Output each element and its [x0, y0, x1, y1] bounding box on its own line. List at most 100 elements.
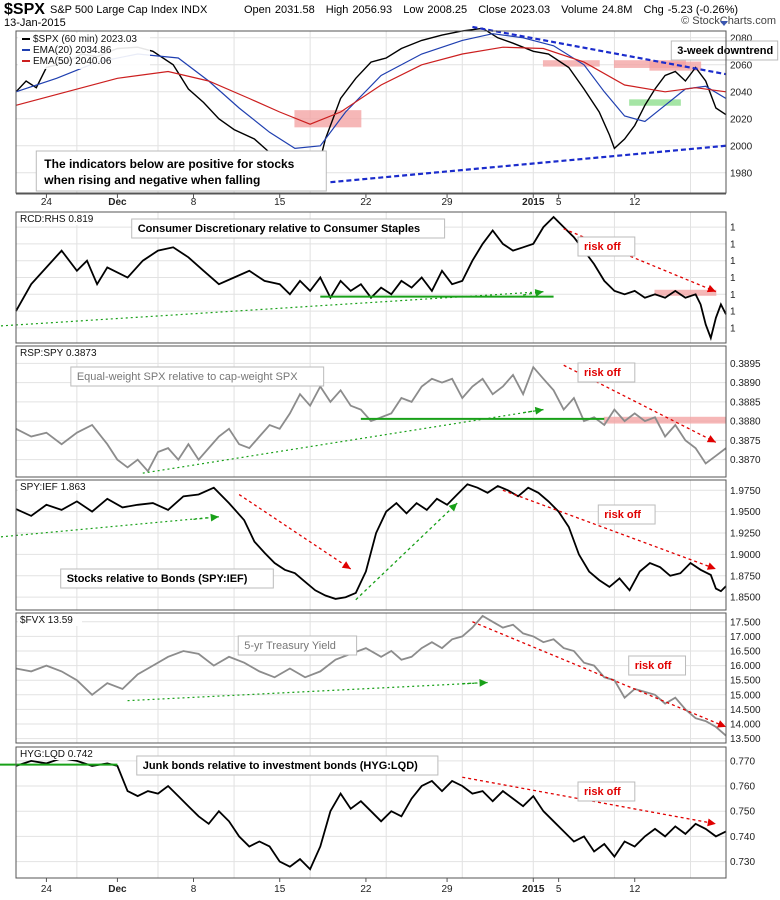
- x-tick-label: 29: [442, 884, 454, 895]
- green-uptrend-arrow-head: [448, 503, 458, 512]
- x-tick-label: 15: [274, 197, 286, 208]
- risk-off-label-box: [628, 655, 687, 676]
- legend-bg: [18, 33, 150, 69]
- panel-title-bg: [18, 213, 100, 225]
- red-downtrend-arrow-head: [341, 561, 351, 569]
- y-tick-label: 13.500: [730, 734, 761, 745]
- x-tick-label: 5: [556, 884, 562, 895]
- series-line-EMA(50): [15, 46, 727, 125]
- risk-off-label-box: [577, 362, 636, 383]
- risk-off-label: risk off: [635, 660, 672, 672]
- rising-trendline: [0, 291, 544, 327]
- panel-border: [15, 30, 727, 194]
- y-tick-label: 0.3890: [730, 378, 761, 389]
- y-tick-label: 1.9000: [730, 550, 761, 561]
- y-tick-label: 2060: [730, 60, 753, 71]
- x-tick-label: 2015: [522, 884, 545, 895]
- x-tick-label: Dec: [108, 884, 127, 895]
- risk-off-label-box: [577, 781, 636, 802]
- red-downtrend-arrow-head: [706, 435, 716, 443]
- red-downtrend-arrow: [563, 364, 717, 443]
- y-tick-label: 0.3870: [730, 455, 761, 466]
- panel-label-box: [70, 366, 325, 387]
- resistance-zone-red: [654, 289, 717, 296]
- red-downtrend-arrow-head: [707, 818, 716, 827]
- panel-border: [15, 345, 727, 478]
- x-tick-label: 12: [629, 197, 641, 208]
- panel-label: Stocks relative to Bonds (SPY:IEF): [67, 573, 248, 585]
- x-tick-label: 22: [360, 884, 372, 895]
- panel-title-bg: [18, 347, 106, 359]
- risk-off-label-box: [577, 236, 636, 257]
- rising-trendline: [330, 144, 727, 184]
- x-tick-label: Dec: [108, 197, 127, 208]
- y-tick-label: 0.730: [730, 857, 755, 868]
- x-tick-label: 24: [41, 884, 53, 895]
- indicator-panels: 1980 2000 2020 2040 2060 2080 $SPX (60 min) 20…: [0, 25, 779, 879]
- falling-trendline: [472, 25, 727, 76]
- red-downtrend-arrow-2: [502, 489, 717, 570]
- green-arrow-head: [210, 513, 219, 522]
- high-label: High: [326, 4, 349, 16]
- header-brand: © StockCharts.com: [681, 15, 776, 27]
- close-value: 2023.03: [510, 4, 550, 16]
- red-downtrend-arrow: [472, 621, 727, 728]
- y-tick-label: 14.500: [730, 705, 761, 716]
- y-tick-label: 1: [730, 323, 736, 334]
- red-downtrend-arrow-head: [706, 284, 716, 293]
- header-date: 13-Jan-2015: [4, 17, 66, 29]
- panel-label-box: [60, 568, 274, 589]
- note-box: [35, 150, 327, 192]
- support-zone-red: [294, 110, 362, 128]
- risk-off-label: risk off: [584, 367, 621, 379]
- y-tick-label: 1: [730, 307, 736, 318]
- low-value: 2008.25: [427, 4, 467, 16]
- downtrend-zone: [649, 61, 702, 71]
- x-axis: 24 Dec 8 15 22 29 2015 5 12 24 Dec 8 15 22 29 2015 5 12: [16, 193, 726, 895]
- panel-label-box: [131, 218, 446, 239]
- y-tick-label: 1.9500: [730, 507, 761, 518]
- series-line-$FVX: [15, 614, 727, 737]
- red-downtrend-arrow-2-head: [706, 562, 716, 570]
- red-downtrend-arrow: [238, 493, 352, 570]
- y-tick-label: 15.000: [730, 690, 761, 701]
- y-tick-label: 0.3895: [730, 359, 761, 370]
- panel-label: Equal-weight SPX relative to cap-weight …: [77, 371, 298, 383]
- panel-title-bg: [18, 481, 100, 493]
- open-value: 2031.58: [275, 4, 315, 16]
- volume-label: Volume: [561, 4, 598, 16]
- y-tick-label: 2040: [730, 87, 753, 98]
- y-tick-label: 1: [730, 273, 736, 284]
- panel-spyief: 1.8500 1.8750 1.9000 1.9250 1.9500 1.9750 SPY:…: [0, 479, 761, 611]
- legend-entry: EMA(50) 2040.06: [33, 56, 112, 67]
- note-line-2: when rising and negative when falling: [43, 173, 260, 187]
- x-tick-label: 8: [191, 884, 197, 895]
- x-tick-label: 29: [442, 197, 454, 208]
- series-line-HYG:LQD: [15, 757, 727, 871]
- series-line-EMA(20): [15, 33, 727, 150]
- panel-title: RCD:RHS 0.819: [20, 214, 94, 225]
- series-line-RSP:SPY: [15, 365, 727, 473]
- green-arrow: [193, 516, 219, 520]
- chg-label: Chg: [644, 4, 664, 16]
- y-tick-label: 2020: [730, 114, 753, 125]
- y-tick-label: 1.9250: [730, 529, 761, 540]
- volume-value: 24.8M: [602, 4, 633, 16]
- x-tick-label: 15: [274, 884, 286, 895]
- y-tick-label: 1.8500: [730, 593, 761, 604]
- high-value: 2056.93: [352, 4, 392, 16]
- y-tick-label: 17.500: [730, 617, 761, 628]
- y-tick-label: 2000: [730, 141, 753, 152]
- y-tick-label: 1: [730, 290, 736, 301]
- green-arrow-head: [534, 406, 544, 415]
- y-tick-label: 1.9750: [730, 486, 761, 497]
- x-tick-label: 5: [556, 197, 562, 208]
- x-tick-label: 8: [191, 197, 197, 208]
- panel-title: RSP:SPY 0.3873: [20, 348, 97, 359]
- close-label: Close: [478, 4, 506, 16]
- panel-rsp: 0.3870 0.3875 0.3880 0.3885 0.3890 0.3895 RSP:…: [15, 345, 761, 478]
- chg-dropdown-icon[interactable]: [720, 21, 728, 26]
- y-tick-label: 17.000: [730, 632, 761, 643]
- risk-off-label: risk off: [584, 786, 621, 798]
